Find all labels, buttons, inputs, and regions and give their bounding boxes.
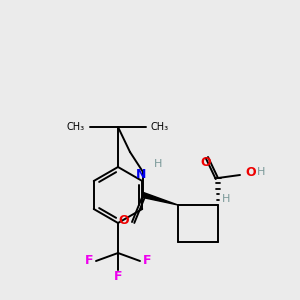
Text: F: F	[114, 271, 122, 284]
Polygon shape	[142, 193, 178, 205]
Text: O: O	[119, 214, 129, 226]
Text: H: H	[257, 167, 266, 177]
Text: O: O	[201, 157, 211, 169]
Text: F: F	[143, 254, 151, 268]
Text: O: O	[245, 166, 256, 178]
Text: CH₃: CH₃	[151, 122, 169, 132]
Text: N: N	[136, 169, 146, 182]
Text: H: H	[154, 159, 162, 169]
Text: H: H	[222, 194, 230, 204]
Text: CH₃: CH₃	[67, 122, 85, 132]
Text: F: F	[85, 254, 93, 268]
